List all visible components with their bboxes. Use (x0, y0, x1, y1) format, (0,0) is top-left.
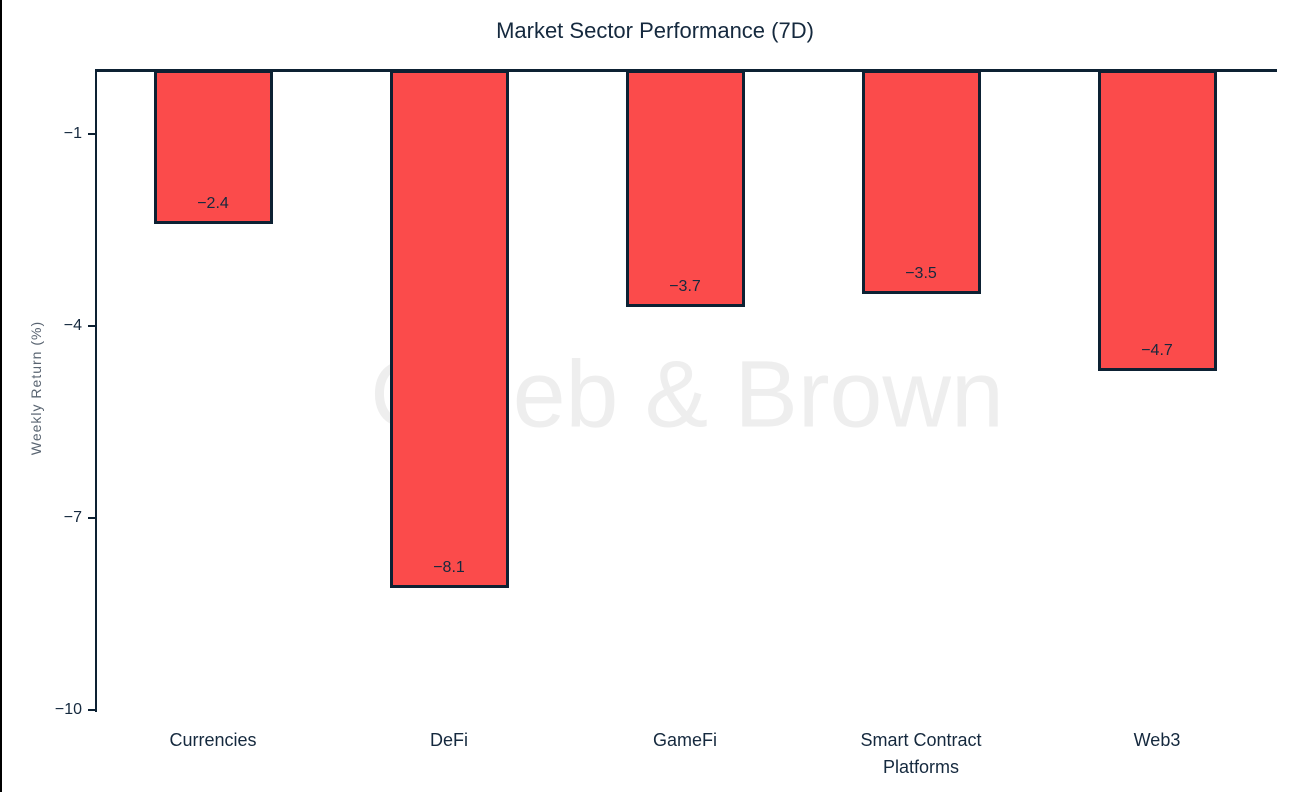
x-category-label-defi: DeFi (429, 730, 468, 750)
y-tick-mark (88, 709, 95, 711)
bar-value-label: −8.1 (433, 559, 465, 576)
y-tick-label: −4 (63, 317, 82, 334)
y-tick-mark (88, 133, 95, 135)
bar-value-label: −2.4 (197, 195, 229, 212)
bar-gamefi: −3.7 (625, 70, 745, 307)
y-axis-spine (95, 70, 97, 712)
bar-web3: −4.7 (1097, 70, 1217, 371)
bar-smart-contract-platforms: −3.5 (861, 70, 981, 294)
y-axis-label: Weekly Return (%) (28, 320, 44, 456)
x-category-label-currencies: Currencies (169, 730, 257, 750)
x-category-label-gamefi: GameFi (652, 730, 717, 750)
bar-value-label: −4.7 (1141, 342, 1173, 359)
bar-value-label: −3.7 (669, 278, 701, 295)
bar-defi: −8.1 (389, 70, 509, 588)
bar-currencies: −2.4 (153, 70, 273, 224)
screenshot-left-border (0, 0, 2, 792)
y-tick-mark (88, 325, 95, 327)
bar-value-label: −3.5 (905, 265, 937, 282)
x-category-label-smart-contract-platforms: Smart Contract Platforms (860, 730, 982, 777)
y-tick-label: −10 (54, 701, 82, 718)
y-tick-mark (88, 517, 95, 519)
x-category-label-web3: Web3 (1133, 730, 1181, 750)
y-tick-label: −7 (63, 509, 82, 526)
zero-baseline (95, 69, 1277, 72)
y-tick-label: −1 (63, 125, 82, 142)
chart-title: Market Sector Performance (7D) (496, 18, 814, 43)
